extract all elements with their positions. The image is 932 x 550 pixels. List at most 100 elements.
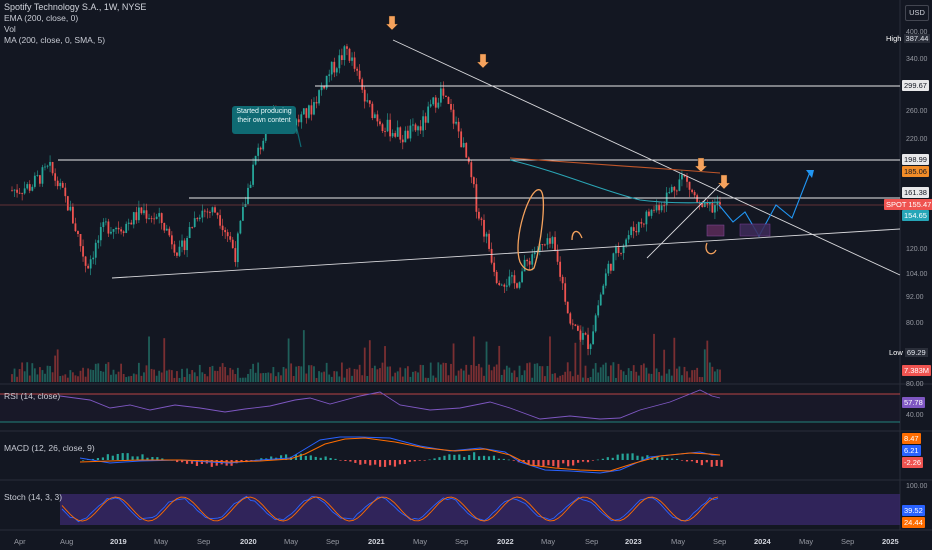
candle-body (308, 105, 310, 118)
volume-bar (457, 370, 460, 382)
candle-body (64, 187, 67, 197)
candle-body (511, 275, 513, 277)
candle-body (627, 235, 630, 240)
macd-hist-bar (527, 460, 530, 465)
candle-body (693, 192, 696, 196)
candle-body (472, 177, 475, 185)
macd-hist-bar (324, 456, 327, 460)
volume-bar (351, 375, 353, 382)
price-tick: 340.00 (906, 56, 928, 63)
time-label: May (154, 537, 169, 546)
macd-hist-bar (418, 460, 421, 461)
candle-body (650, 209, 653, 216)
volume-bar (158, 370, 161, 382)
macd-hist-bar (591, 460, 595, 461)
volume-bar (203, 373, 206, 382)
volume-bar (130, 375, 133, 382)
volume-bar (526, 363, 529, 382)
volume-bar (21, 362, 24, 382)
volume-bar (406, 366, 409, 382)
volume-bar (668, 369, 671, 382)
candle-body (249, 184, 252, 188)
candle-body (549, 238, 551, 244)
candle-body (384, 130, 386, 132)
candle-body (26, 184, 29, 189)
volume-bars (11, 325, 721, 382)
volume-bar (229, 367, 232, 382)
volume-bar (498, 345, 501, 382)
time-label: 2022 (497, 537, 514, 546)
volume-bar (226, 375, 229, 382)
candle-body (193, 218, 196, 228)
volume-bar (566, 362, 569, 382)
time-label: Aug (60, 537, 74, 546)
volume-bar (262, 373, 265, 382)
candle-body (538, 244, 541, 251)
macd-hist-bar (482, 455, 486, 460)
volume-bar (658, 372, 660, 382)
candle-body (239, 220, 242, 234)
macd-hist-bar (156, 457, 159, 460)
volume-bar (516, 377, 518, 382)
candle-body (23, 188, 26, 194)
candle-body (559, 261, 562, 277)
candle-body (579, 330, 582, 340)
ascending-trendline (111, 228, 901, 279)
volume-bar (231, 369, 234, 382)
volume-bar (150, 368, 153, 382)
volume-bar (495, 364, 498, 382)
candle-body (325, 75, 328, 89)
macd-hist-bar (685, 460, 689, 462)
volume-bar (627, 368, 630, 382)
volume-bar (140, 375, 143, 382)
macd-hist-bar (141, 454, 144, 460)
candle-body (599, 294, 602, 306)
candle-body (150, 218, 153, 219)
volume-bar (117, 371, 120, 382)
volume-bar (632, 365, 635, 382)
volume-bar (518, 365, 521, 382)
volume-bar (201, 372, 204, 382)
volume-bar (465, 364, 468, 382)
candle-body (353, 57, 356, 69)
macd-hist-bar (557, 460, 560, 468)
candle-body (602, 285, 605, 295)
macd-hist-bar (329, 458, 332, 460)
volume-bar (252, 363, 254, 382)
arrow-marker-1 (385, 15, 399, 31)
volume-bar (665, 373, 668, 382)
volume-bar (92, 370, 95, 382)
macd-hist-bar (463, 456, 466, 460)
currency-button[interactable]: USD (905, 5, 929, 21)
macd-hist-bar (680, 460, 684, 461)
candle-body (115, 227, 117, 230)
macd-hist-bar (438, 457, 441, 460)
volume-bar (99, 370, 102, 382)
volume-bar (401, 376, 404, 382)
macd-line (79, 436, 720, 474)
volume-bar (97, 363, 100, 382)
macd-hist-bar (111, 455, 114, 460)
price-tick: 80.00 (906, 320, 924, 327)
support-resistance-lines (0, 85, 900, 206)
time-label: Sep (326, 537, 340, 546)
volume-bar (569, 371, 572, 382)
macd-hist-bar (478, 456, 481, 460)
volume-bar (686, 371, 688, 382)
macd-hist-bar (715, 460, 718, 467)
candle-body (483, 219, 485, 237)
volume-bar (211, 365, 214, 382)
price-tag-198: 198.99 (902, 154, 929, 165)
candle-body (323, 86, 326, 89)
volume-bar (259, 373, 262, 382)
candle-body (582, 333, 584, 340)
volume-bar (630, 370, 633, 382)
volume-bar (696, 367, 699, 382)
macd-hist-bar (379, 460, 382, 467)
volume-bar (472, 336, 475, 382)
volume-bar (323, 371, 326, 382)
volume-bar (622, 371, 625, 382)
volume-bar (386, 366, 389, 382)
volume-bar (16, 376, 18, 382)
candle-body (518, 282, 521, 288)
